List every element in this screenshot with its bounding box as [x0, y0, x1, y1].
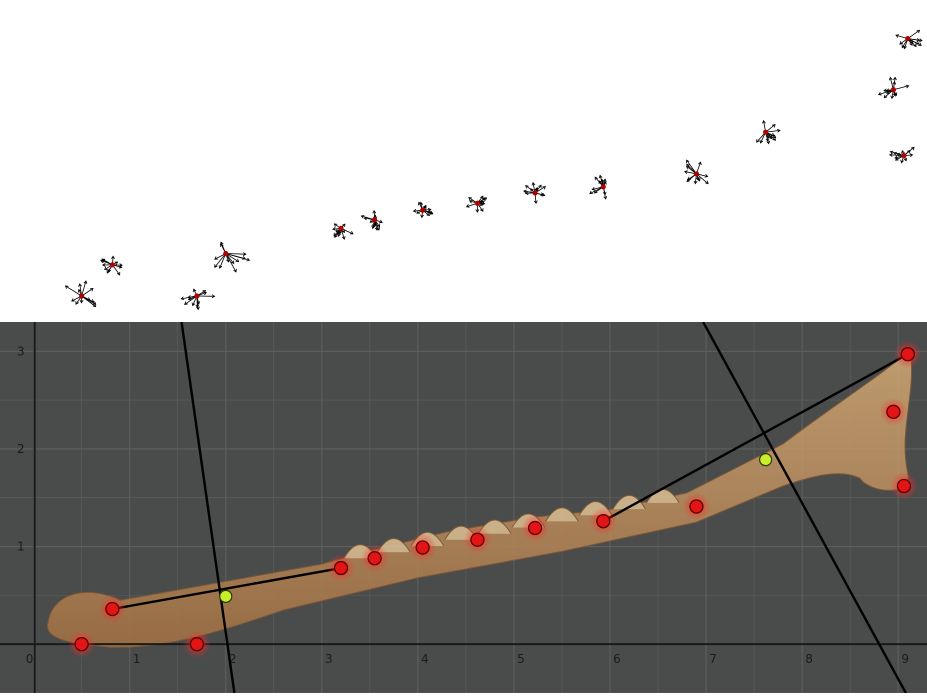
- cluster-centroid: [905, 36, 910, 41]
- landmark-dot: [190, 638, 203, 651]
- y-tick-label: 2: [17, 442, 25, 456]
- cluster-centroid: [223, 251, 228, 256]
- x-tick-label: 1: [133, 652, 141, 666]
- x-tick-label: 7: [709, 652, 717, 666]
- landmark-point: [521, 514, 549, 542]
- variation-cluster: [65, 281, 95, 307]
- x-tick-label: 3: [325, 652, 333, 666]
- variation-cluster: [467, 196, 487, 212]
- landmark-point: [327, 554, 355, 582]
- variation-cluster: [524, 183, 545, 204]
- mandible-outline: [47, 349, 911, 647]
- landmark-dot: [368, 552, 381, 565]
- landmark-dot: [887, 405, 900, 418]
- landmark-dot: [529, 522, 542, 535]
- variation-cluster: [333, 224, 353, 239]
- midpoint-dot: [760, 454, 772, 466]
- x-tick-label: 4: [421, 652, 429, 666]
- variation-cluster: [757, 121, 780, 144]
- cluster-centroid: [694, 171, 699, 176]
- landmark-point: [98, 595, 126, 623]
- variation-cluster: [215, 242, 250, 272]
- landmark-point: [463, 526, 491, 554]
- landmark-point: [682, 493, 710, 521]
- variation-vectors-plot: [0, 0, 927, 322]
- landmark-point: [409, 534, 437, 562]
- landmark-dot: [335, 562, 348, 575]
- variation-cluster: [896, 30, 922, 48]
- x-tick-label: 9: [901, 652, 909, 666]
- mandible-image: [47, 349, 911, 647]
- landmark-dot: [597, 515, 610, 528]
- cluster-centroid: [372, 217, 377, 222]
- landmark-dot: [471, 533, 484, 546]
- landmark-point: [589, 507, 617, 535]
- tooth: [546, 508, 579, 522]
- cluster-centroid: [601, 184, 606, 189]
- cluster-centroid: [79, 293, 84, 298]
- variation-vector: [215, 254, 226, 268]
- variation-cluster: [361, 211, 382, 230]
- landmark-dot: [106, 603, 119, 616]
- variation-cluster: [590, 175, 607, 198]
- cluster-centroid: [532, 190, 537, 195]
- cluster-centroid: [901, 153, 906, 158]
- landmark-point: [879, 398, 907, 426]
- cluster-centroid: [194, 293, 199, 298]
- landmark-dot: [690, 500, 703, 513]
- cluster-centroid: [891, 87, 896, 92]
- variation-cluster: [685, 160, 708, 184]
- variation-cluster: [890, 147, 914, 162]
- variation-vectors-panel: [0, 0, 927, 322]
- x-tick-label: 6: [613, 652, 621, 666]
- cluster-centroid: [110, 262, 115, 267]
- landmark-dot: [416, 541, 429, 554]
- landmark-dot: [75, 638, 88, 651]
- landmark-point: [361, 544, 389, 572]
- x-tick-label: 8: [805, 652, 813, 666]
- landmark-point: [183, 630, 211, 658]
- cluster-centroid: [475, 201, 480, 206]
- landmark-dot: [897, 480, 910, 493]
- variation-cluster: [181, 289, 214, 309]
- landmark-point: [890, 472, 918, 500]
- x-tick-label: 0: [26, 652, 34, 666]
- x-tick-label: 5: [517, 652, 525, 666]
- y-tick-label: 1: [17, 540, 25, 554]
- variation-cluster: [101, 256, 122, 275]
- variation-cluster: [879, 77, 909, 98]
- landmark-dot: [901, 348, 914, 361]
- landmark-point: [894, 340, 922, 368]
- y-tick-label: 3: [17, 344, 25, 358]
- cluster-centroid: [420, 208, 425, 213]
- cluster-centroid: [763, 130, 768, 135]
- variation-cluster: [414, 202, 433, 217]
- midpoint-dot: [220, 590, 232, 602]
- landmark-point: [68, 630, 96, 658]
- cluster-centroid: [338, 226, 343, 231]
